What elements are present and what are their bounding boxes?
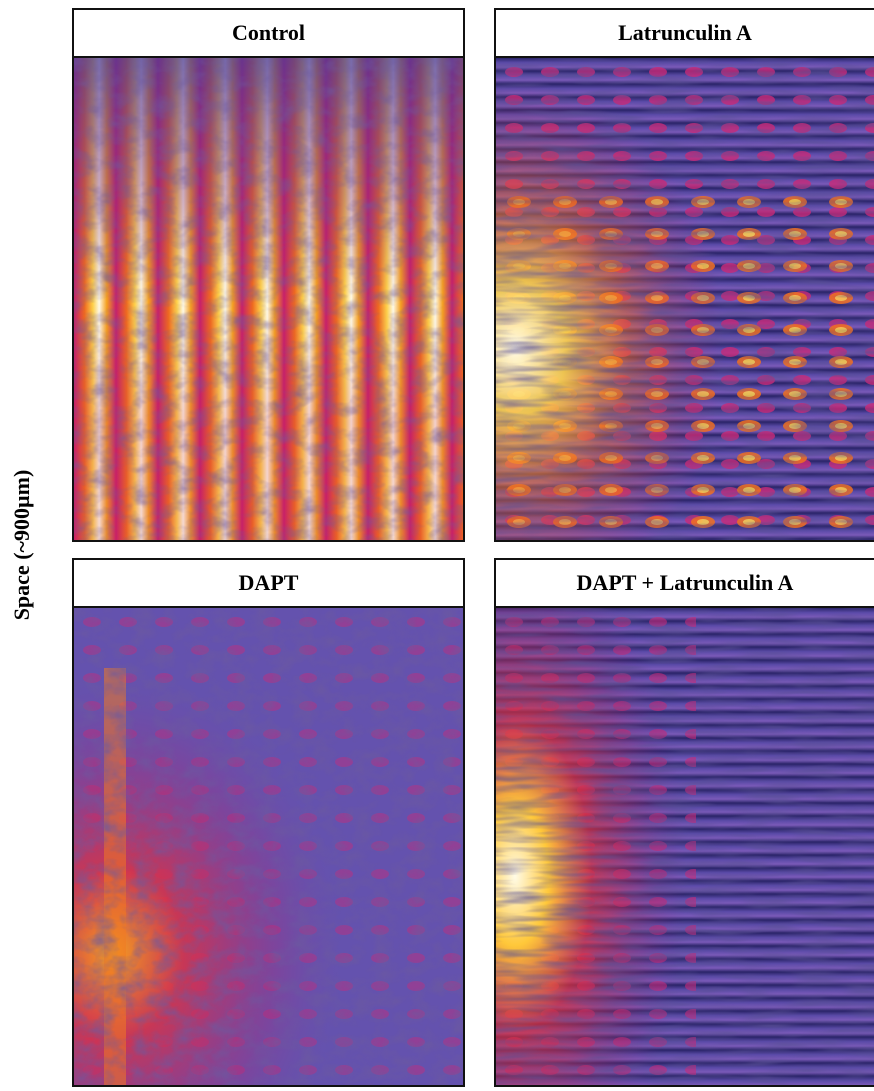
texture bbox=[74, 608, 463, 1085]
panel-title: Control bbox=[72, 8, 465, 58]
panel: Latrunculin A bbox=[494, 8, 874, 542]
kymograph-image bbox=[72, 58, 465, 542]
kymograph-image bbox=[494, 58, 874, 542]
y-axis-label: Space (~900µm) bbox=[9, 469, 34, 621]
kymograph-image bbox=[494, 608, 874, 1087]
panel: DAPT bbox=[72, 558, 465, 1087]
kymograph-image bbox=[72, 608, 465, 1087]
texture bbox=[74, 58, 463, 540]
panel-title: DAPT bbox=[72, 558, 465, 608]
panel: Control bbox=[72, 8, 465, 542]
panel: DAPT + Latrunculin A bbox=[494, 558, 874, 1087]
texture bbox=[496, 608, 874, 1085]
panel-title: DAPT + Latrunculin A bbox=[494, 558, 874, 608]
texture bbox=[496, 58, 874, 540]
panel-title: Latrunculin A bbox=[494, 8, 874, 58]
